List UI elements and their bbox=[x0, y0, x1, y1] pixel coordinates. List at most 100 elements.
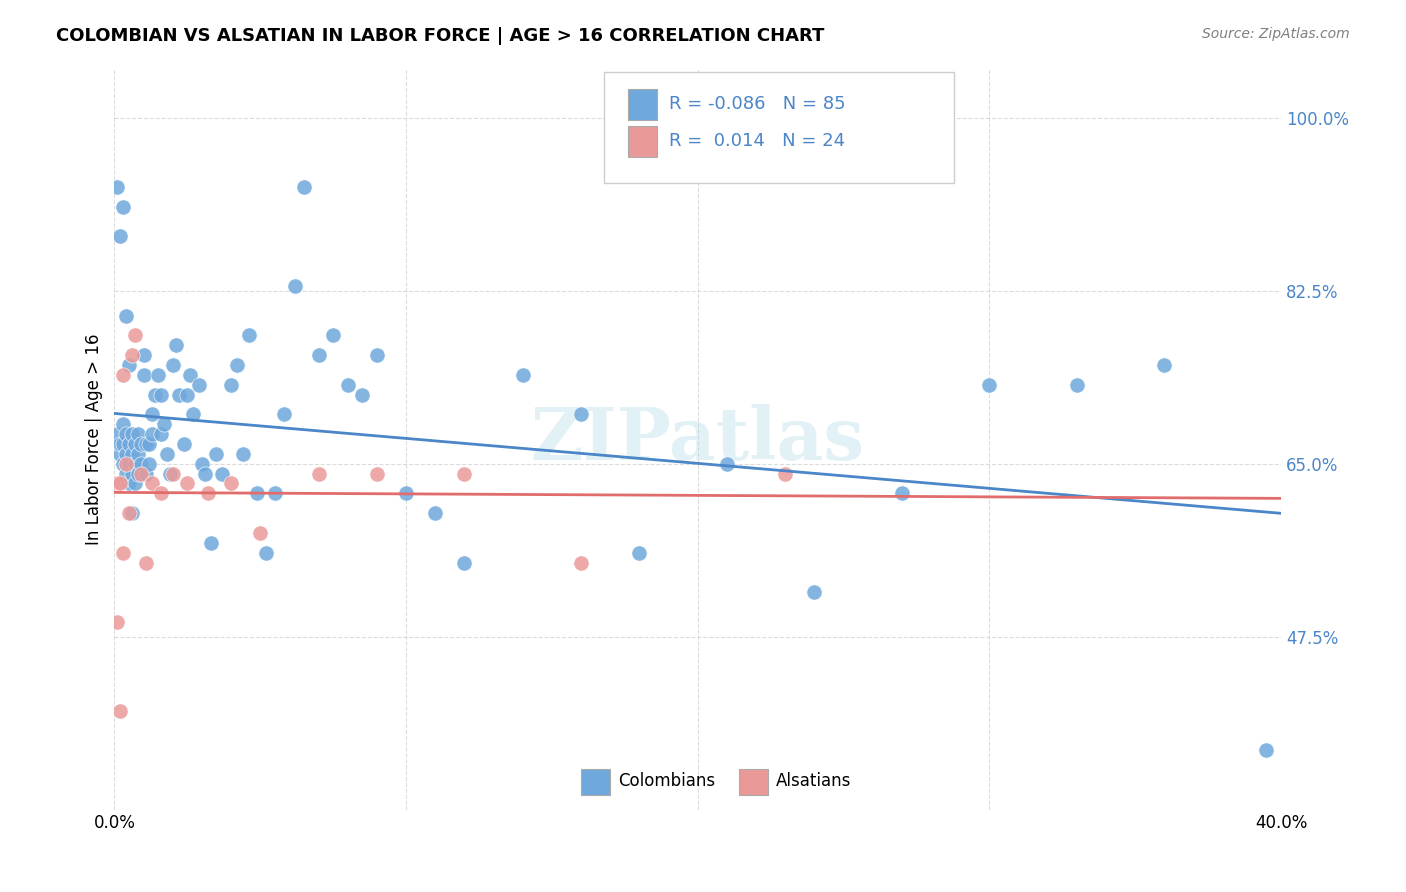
Point bbox=[569, 407, 592, 421]
Point bbox=[138, 457, 160, 471]
Point bbox=[129, 437, 152, 451]
Point bbox=[211, 467, 233, 481]
Point bbox=[773, 467, 796, 481]
FancyBboxPatch shape bbox=[605, 72, 955, 184]
Point bbox=[127, 467, 149, 481]
Point bbox=[105, 427, 128, 442]
Point bbox=[150, 387, 173, 401]
Point bbox=[200, 535, 222, 549]
Point bbox=[569, 556, 592, 570]
Point bbox=[453, 467, 475, 481]
Point bbox=[135, 556, 157, 570]
FancyBboxPatch shape bbox=[738, 769, 768, 795]
Point bbox=[121, 506, 143, 520]
Point bbox=[110, 437, 132, 451]
Point bbox=[890, 486, 912, 500]
Point bbox=[284, 278, 307, 293]
Point bbox=[219, 476, 242, 491]
Point bbox=[263, 486, 285, 500]
Point bbox=[129, 457, 152, 471]
Point bbox=[179, 368, 201, 382]
Point bbox=[127, 427, 149, 442]
Text: Colombians: Colombians bbox=[619, 772, 716, 790]
Point bbox=[146, 368, 169, 382]
Point bbox=[165, 338, 187, 352]
Point bbox=[425, 506, 447, 520]
Point bbox=[273, 407, 295, 421]
Point bbox=[1153, 358, 1175, 372]
Point bbox=[138, 437, 160, 451]
Point bbox=[322, 328, 344, 343]
Point bbox=[135, 437, 157, 451]
Point bbox=[110, 447, 132, 461]
Point bbox=[105, 180, 128, 194]
Point bbox=[118, 476, 141, 491]
Point bbox=[167, 387, 190, 401]
Point bbox=[308, 348, 330, 362]
Point bbox=[292, 180, 315, 194]
FancyBboxPatch shape bbox=[627, 127, 657, 158]
Point bbox=[141, 427, 163, 442]
Point bbox=[150, 427, 173, 442]
Point bbox=[188, 377, 211, 392]
Point bbox=[112, 546, 135, 560]
Point bbox=[127, 447, 149, 461]
Point bbox=[366, 467, 388, 481]
Point bbox=[336, 377, 359, 392]
Point bbox=[112, 457, 135, 471]
Point bbox=[124, 328, 146, 343]
Y-axis label: In Labor Force | Age > 16: In Labor Force | Age > 16 bbox=[86, 334, 103, 545]
Point bbox=[112, 437, 135, 451]
Point bbox=[121, 467, 143, 481]
Point bbox=[115, 309, 138, 323]
Point bbox=[512, 368, 534, 382]
Point bbox=[156, 447, 179, 461]
Point bbox=[162, 467, 184, 481]
Point bbox=[1256, 743, 1278, 757]
Point bbox=[110, 229, 132, 244]
Point bbox=[162, 358, 184, 372]
Text: Alsatians: Alsatians bbox=[776, 772, 851, 790]
FancyBboxPatch shape bbox=[627, 89, 657, 120]
Point bbox=[232, 447, 254, 461]
Point bbox=[249, 525, 271, 540]
Point bbox=[219, 377, 242, 392]
Point bbox=[110, 704, 132, 718]
Point bbox=[176, 387, 198, 401]
Point bbox=[143, 387, 166, 401]
FancyBboxPatch shape bbox=[581, 769, 610, 795]
Point bbox=[194, 467, 217, 481]
Point bbox=[141, 407, 163, 421]
Point bbox=[159, 467, 181, 481]
Point bbox=[181, 407, 204, 421]
Point bbox=[115, 467, 138, 481]
Point bbox=[124, 457, 146, 471]
Point bbox=[173, 437, 195, 451]
Point bbox=[112, 368, 135, 382]
Point bbox=[308, 467, 330, 481]
Text: R =  0.014   N = 24: R = 0.014 N = 24 bbox=[668, 132, 845, 150]
Text: COLOMBIAN VS ALSATIAN IN LABOR FORCE | AGE > 16 CORRELATION CHART: COLOMBIAN VS ALSATIAN IN LABOR FORCE | A… bbox=[56, 27, 824, 45]
Point bbox=[716, 457, 738, 471]
Point bbox=[132, 348, 155, 362]
Point bbox=[129, 467, 152, 481]
Point bbox=[115, 447, 138, 461]
Point bbox=[628, 546, 651, 560]
Point bbox=[197, 486, 219, 500]
Point bbox=[112, 417, 135, 432]
Point bbox=[205, 447, 228, 461]
Point bbox=[141, 476, 163, 491]
Point bbox=[153, 417, 176, 432]
Point bbox=[118, 358, 141, 372]
Point bbox=[115, 427, 138, 442]
Point bbox=[132, 368, 155, 382]
Point bbox=[352, 387, 374, 401]
Point bbox=[121, 447, 143, 461]
Point bbox=[191, 457, 214, 471]
Point bbox=[118, 506, 141, 520]
Point bbox=[118, 457, 141, 471]
Point bbox=[118, 437, 141, 451]
Point bbox=[135, 467, 157, 481]
Point bbox=[238, 328, 260, 343]
Point bbox=[115, 457, 138, 471]
